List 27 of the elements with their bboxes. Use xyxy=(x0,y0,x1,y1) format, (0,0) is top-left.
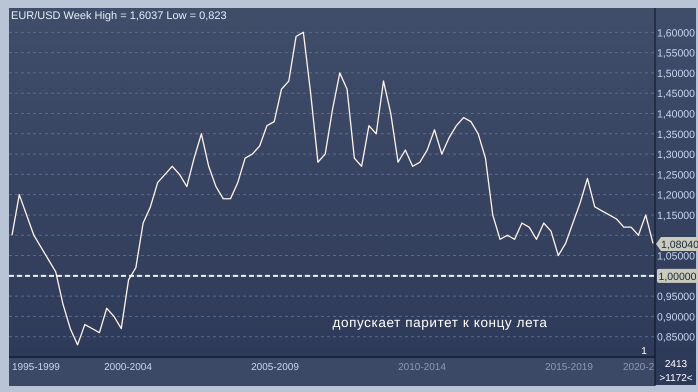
chart-title: EUR/USD Week High = 1,6037 Low = 0,823 xyxy=(11,10,227,22)
y-tick-label: 1,55000 xyxy=(657,48,696,60)
y-tick-label: 1,50000 xyxy=(657,68,696,80)
text: 1995-1999 xyxy=(12,362,60,373)
y-tick-label: 1,20000 xyxy=(657,190,696,202)
annotation: допускает паритет к концу лета xyxy=(332,315,548,330)
text: 2015-2019 xyxy=(545,362,594,373)
text: 2413 xyxy=(664,359,688,370)
y-tick-label: 1,60000 xyxy=(657,27,696,40)
text: >1172< xyxy=(659,373,693,384)
y-tick-label: 1,25000 xyxy=(657,169,696,182)
annotation: 1 xyxy=(641,346,648,357)
text: 2010-2014 xyxy=(398,362,446,373)
ref-line-label: 1,00000 xyxy=(658,270,697,283)
y-tick-label: 1,40000 xyxy=(657,108,696,121)
y-tick-label: 0,95000 xyxy=(657,291,696,304)
y-tick-label: 1,15000 xyxy=(657,210,696,222)
line-series xyxy=(11,32,654,346)
text: 2020-2 xyxy=(623,362,655,373)
text: 2000-2004 xyxy=(104,362,152,373)
y-tick-label: 0,90000 xyxy=(657,311,696,324)
y-tick-label: 1,35000 xyxy=(657,128,696,141)
y-tick-label: 1,05000 xyxy=(657,250,696,263)
y-tick-label: 0,85000 xyxy=(657,332,696,344)
text: 2005-2009 xyxy=(251,362,300,373)
y-tick-label: 1,30000 xyxy=(657,149,696,162)
y-tick-label: 1,45000 xyxy=(657,88,696,100)
